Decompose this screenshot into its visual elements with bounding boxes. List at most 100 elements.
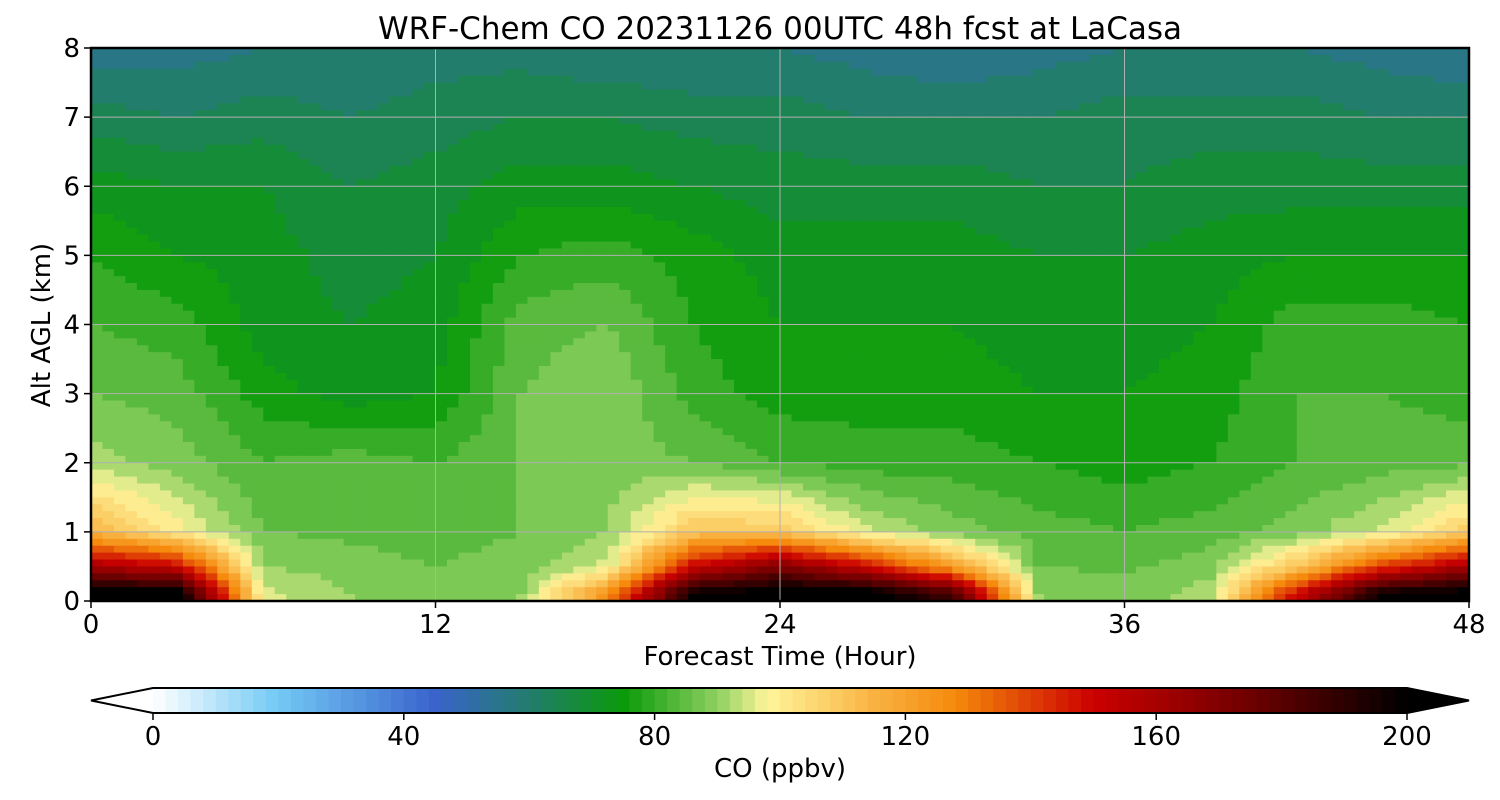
- field-cell: [251, 241, 264, 250]
- field-cell: [940, 220, 953, 229]
- field-cell: [1285, 324, 1298, 333]
- field-cell: [343, 262, 356, 270]
- field-cell: [1262, 255, 1275, 263]
- field-cell: [148, 303, 161, 312]
- field-cell: [102, 179, 115, 187]
- field-cell: [825, 269, 839, 277]
- field-cell: [228, 227, 241, 236]
- field-cell: [757, 213, 770, 222]
- field-cell: [481, 165, 494, 174]
- field-cell: [1285, 137, 1298, 146]
- field-cell: [171, 179, 184, 187]
- field-cell: [182, 193, 195, 201]
- field-cell: [1227, 324, 1240, 333]
- field-cell: [653, 124, 666, 132]
- field-cell: [768, 61, 781, 70]
- field-cell: [1239, 130, 1252, 139]
- field-cell: [435, 54, 448, 63]
- field-cell: [998, 137, 1011, 146]
- field-cell: [1262, 262, 1275, 270]
- field-cell: [940, 179, 953, 187]
- field-cell: [182, 124, 195, 132]
- field-cell: [596, 234, 609, 243]
- field-cell: [642, 193, 655, 201]
- field-cell: [458, 165, 471, 174]
- field-cell: [274, 269, 287, 277]
- field-cell: [791, 124, 804, 132]
- field-cell: [401, 151, 414, 160]
- field-cell: [1055, 276, 1068, 284]
- field-cell: [136, 331, 150, 339]
- field-cell: [642, 276, 655, 284]
- field-cell: [297, 206, 310, 215]
- field-cell: [182, 310, 195, 319]
- field-cell: [619, 54, 632, 63]
- field-cell: [584, 172, 597, 180]
- field-cell: [676, 103, 689, 111]
- field-cell: [527, 172, 540, 180]
- field-cell: [1446, 172, 1459, 180]
- field-cell: [699, 54, 712, 63]
- field-cell: [722, 68, 735, 77]
- field-cell: [435, 172, 448, 180]
- field-cell: [1434, 89, 1447, 97]
- field-cell: [1181, 179, 1194, 187]
- field-cell: [1181, 296, 1194, 305]
- field-cell: [91, 289, 104, 298]
- field-cell: [596, 68, 609, 77]
- field-cell: [825, 234, 839, 243]
- field-cell: [378, 317, 391, 326]
- field-cell: [240, 186, 253, 194]
- field-cell: [401, 241, 414, 250]
- field-cell: [217, 310, 230, 319]
- field-cell: [1400, 48, 1413, 56]
- field-cell: [814, 193, 827, 201]
- field-cell: [1331, 151, 1344, 160]
- field-cell: [527, 193, 540, 201]
- field-cell: [515, 165, 528, 174]
- field-cell: [240, 331, 253, 339]
- field-cell: [1067, 82, 1080, 91]
- field-cell: [1204, 96, 1217, 104]
- field-cell: [309, 151, 322, 160]
- field-cell: [1273, 255, 1286, 263]
- field-cell: [1411, 324, 1424, 333]
- field-cell: [343, 324, 356, 333]
- field-cell: [1147, 110, 1160, 118]
- field-cell: [550, 61, 563, 70]
- field-cell: [286, 241, 299, 250]
- field-cell: [1331, 276, 1344, 284]
- field-cell: [940, 296, 953, 305]
- field-cell: [217, 186, 230, 194]
- field-cell: [630, 75, 643, 84]
- field-cell: [699, 103, 712, 111]
- field-cell: [297, 220, 310, 229]
- field-cell: [263, 276, 276, 284]
- field-cell: [228, 137, 241, 146]
- field-cell: [504, 158, 517, 167]
- field-cell: [929, 310, 942, 319]
- field-cell: [412, 220, 425, 229]
- field-cell: [504, 89, 517, 97]
- field-cell: [952, 276, 965, 284]
- field-cell: [378, 289, 391, 298]
- field-cell: [91, 331, 104, 339]
- field-cell: [91, 75, 104, 84]
- field-cell: [1055, 89, 1068, 97]
- field-cell: [745, 331, 758, 339]
- field-cell: [481, 289, 494, 298]
- field-cell: [653, 248, 666, 256]
- field-cell: [527, 234, 540, 243]
- field-cell: [1434, 303, 1447, 312]
- field-cell: [1147, 124, 1160, 132]
- field-cell: [1331, 303, 1344, 312]
- field-cell: [538, 96, 551, 104]
- field-cell: [136, 206, 150, 215]
- field-cell: [814, 110, 827, 118]
- field-cell: [515, 89, 528, 97]
- field-cell: [1354, 234, 1367, 243]
- field-cell: [814, 248, 827, 256]
- field-cell: [929, 234, 942, 243]
- field-cell: [159, 110, 172, 118]
- field-cell: [837, 206, 850, 215]
